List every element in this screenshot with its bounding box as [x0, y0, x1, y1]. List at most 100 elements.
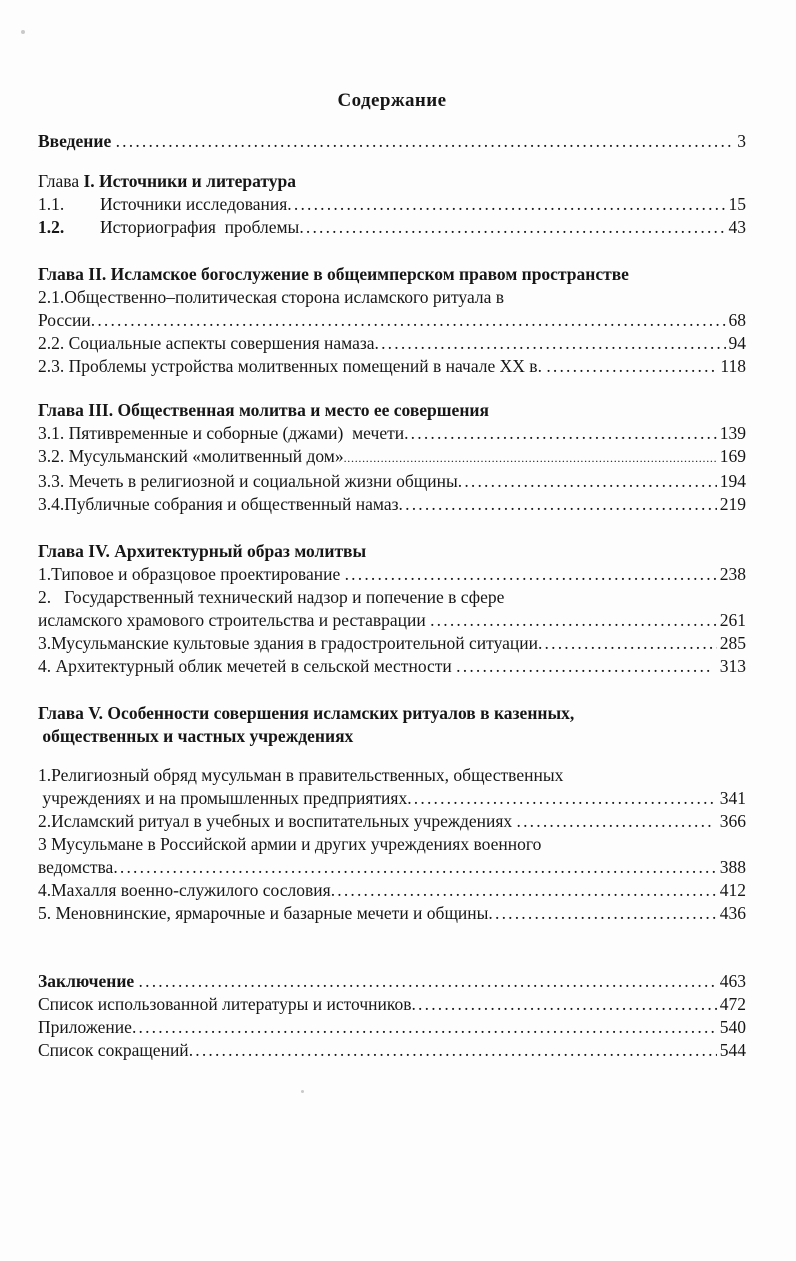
toc-entry-title: 3.2. Мусульманский «молитвенный дом» — [38, 446, 344, 466]
dot-leader-icon — [344, 447, 717, 470]
toc-line: 3 Мусульмане в Российской армии и других… — [38, 833, 746, 856]
toc-entry-title: ведомства — [38, 857, 114, 877]
toc-entry-title: Глава III. Общественная молитва и место … — [38, 400, 489, 420]
toc-entry-page-number: 544 — [719, 1040, 746, 1060]
toc-entry-title: 4.Махалля военно-служилого сословия — [38, 880, 331, 900]
toc-entry-title: 2.1.Общественно–политическая сторона исл… — [38, 287, 504, 307]
toc-line: 5. Меновнинские, ярмарочные и базарные м… — [38, 902, 746, 925]
toc-entry-title: России — [38, 310, 91, 330]
toc-entry-page-number: 3 — [737, 131, 746, 151]
toc-entry-title: 2.2. Социальные аспекты совершения намаз… — [38, 333, 375, 353]
toc-line: Список сокращений 544 — [38, 1039, 746, 1062]
dot-leader-icon — [407, 787, 717, 810]
toc-line: 4. Архитектурный облик мечетей в сельско… — [38, 655, 746, 678]
toc-line: 4.Махалля военно-служилого сословия 412 — [38, 879, 746, 902]
toc-entry-title: 1.Типовое и образцовое проектирование — [38, 564, 345, 584]
toc-line: Заключение 463 — [38, 970, 746, 993]
dot-leader-icon — [404, 422, 717, 445]
dot-leader-icon — [132, 1016, 717, 1039]
toc-line: 2.3. Проблемы устройства молитвенных пом… — [38, 355, 746, 378]
toc-line: 1.2. Историография проблемы 43 — [38, 216, 746, 239]
scan-speck — [21, 30, 25, 34]
dot-leader-icon — [538, 632, 717, 655]
toc-entry-title: 2.Исламский ритуал в учебных и воспитате… — [38, 811, 517, 831]
dot-leader-icon — [113, 856, 716, 879]
toc-line: общественных и частных учреждениях — [38, 725, 746, 748]
dot-leader-icon — [375, 332, 726, 355]
toc-entry-number: Глава — [38, 171, 84, 191]
dot-leader-icon — [287, 193, 725, 216]
toc-entry-title: 2.3. Проблемы устройства молитвенных пом… — [38, 356, 547, 376]
toc-line: 1.Религиозный обряд мусульман в правител… — [38, 764, 746, 787]
toc-line: исламского храмового строительства и рес… — [38, 609, 746, 632]
toc-entry-title: Введение — [38, 131, 116, 151]
dot-leader-icon — [411, 993, 716, 1016]
toc-entry-page-number: 285 — [719, 633, 746, 653]
toc-entry-title: Историография проблемы — [100, 217, 300, 237]
toc-entry-page-number: 68 — [728, 310, 747, 330]
toc-entry-page-number: 169 — [719, 446, 746, 466]
toc-list: Введение 3 Глава I. Источники и литерату… — [38, 130, 746, 1062]
toc-entry-page-number: 341 — [719, 788, 746, 808]
toc-entry-number: 1.2. — [38, 217, 65, 237]
toc-entry-title: 3.Мусульманские культовые здания в градо… — [38, 633, 538, 653]
dot-leader-icon — [546, 355, 717, 378]
dot-leader-icon — [399, 493, 717, 516]
dot-leader-icon — [430, 609, 717, 632]
toc-entry-title: исламского храмового строительства и рес… — [38, 610, 431, 630]
toc-line: 2.Исламский ритуал в учебных и воспитате… — [38, 810, 746, 833]
toc-entry-title: 1.Религиозный обряд мусульман в правител… — [38, 765, 564, 785]
toc-entry-page-number: 94 — [728, 333, 747, 353]
dot-leader-icon — [456, 655, 712, 678]
toc-line: 3.Мусульманские культовые здания в градо… — [38, 632, 746, 655]
toc-entry-page-number: 118 — [720, 356, 746, 376]
toc-line: 3.4.Публичные собрания и общественный на… — [38, 493, 746, 516]
toc-entry-title: Глава II. Исламское богослужение в общеи… — [38, 264, 629, 284]
toc-entry-page-number: 43 — [728, 217, 747, 237]
toc-line: 1.1. Источники исследования 15 — [38, 193, 746, 216]
dot-leader-icon — [116, 130, 735, 153]
toc-line: Глава V. Особенности совершения исламски… — [38, 702, 746, 725]
toc-entry-title: Список сокращений — [38, 1040, 189, 1060]
toc-entry-page-number: 261 — [719, 610, 746, 630]
dot-leader-icon — [189, 1039, 717, 1062]
toc-entry-title: 2. Государственный технический надзор и … — [38, 587, 505, 607]
toc-entry-page-number: 238 — [719, 564, 746, 584]
toc-entry-page-number: 139 — [719, 423, 746, 443]
toc-line: 2.1.Общественно–политическая сторона исл… — [38, 286, 746, 309]
toc-line: 3.3. Мечеть в религиозной и социальной ж… — [38, 470, 746, 493]
toc-entry-page-number: 313 — [715, 656, 746, 676]
dot-leader-icon — [458, 470, 717, 493]
toc-entry-page-number: 366 — [715, 811, 746, 831]
toc-line: учреждениях и на промышленных предприяти… — [38, 787, 746, 810]
toc-entry-title: Приложение — [38, 1017, 132, 1037]
toc-entry-page-number: 472 — [719, 994, 746, 1014]
toc-entry-number: 1.1. — [38, 194, 65, 214]
toc-line: Список использованной литературы и источ… — [38, 993, 746, 1016]
dot-leader-icon — [488, 902, 716, 925]
toc-line: 2.2. Социальные аспекты совершения намаз… — [38, 332, 746, 355]
toc-entry-title: 3.4.Публичные собрания и общественный на… — [38, 494, 399, 514]
toc-entry-page-number: 436 — [719, 903, 746, 923]
toc-line: 3.2. Мусульманский «молитвенный дом» 169 — [38, 445, 746, 470]
toc-line: Введение 3 — [38, 130, 746, 153]
toc-entry-title: Глава IV. Архитектурный образ молитвы — [38, 541, 367, 561]
toc-entry-title: 3.1. Пятивременные и соборные (джами) ме… — [38, 423, 405, 443]
toc-entry-title: 3 Мусульмане в Российской армии и других… — [38, 834, 542, 854]
toc-entry-page-number: 388 — [719, 857, 746, 877]
toc-entry-page-number: 463 — [719, 971, 746, 991]
toc-entry-title: I. Источники и литература — [83, 171, 297, 191]
toc-line: Глава III. Общественная молитва и место … — [38, 399, 746, 422]
toc-line: Глава IV. Архитектурный образ молитвы — [38, 540, 746, 563]
toc-line: 2. Государственный технический надзор и … — [38, 586, 746, 609]
toc-entry-title: общественных и частных учреждениях — [38, 726, 354, 746]
dot-leader-icon — [91, 309, 726, 332]
toc-entry-title: Источники исследования — [100, 194, 288, 214]
toc-entry-title: Глава V. Особенности совершения исламски… — [38, 703, 575, 723]
toc-entry-title: 3.3. Мечеть в религиозной и социальной ж… — [38, 471, 458, 491]
toc-line: Приложение 540 — [38, 1016, 746, 1039]
scan-speck — [301, 1090, 304, 1093]
toc-entry-title: 4. Архитектурный облик мечетей в сельско… — [38, 656, 457, 676]
dot-leader-icon — [139, 970, 717, 993]
